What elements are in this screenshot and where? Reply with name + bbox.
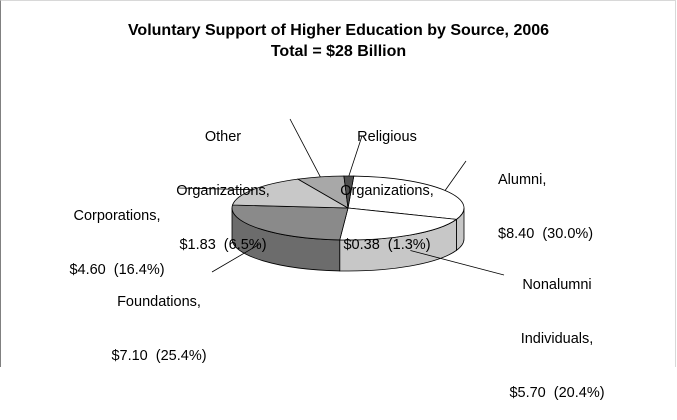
label-corporations: Corporations, $4.60 (16.4%) bbox=[69, 208, 165, 278]
pie-slice-0 bbox=[347, 175, 465, 220]
leader-line-5 bbox=[348, 135, 363, 177]
chart-subtitle: Total = $28 Billion bbox=[270, 43, 407, 60]
leader-line-3 bbox=[177, 187, 253, 191]
leader-line-4 bbox=[289, 118, 321, 178]
label-nonalumni: Nonalumni Individuals, $5.70 (20.4%) bbox=[509, 277, 605, 401]
pie-slice-1 bbox=[339, 207, 458, 241]
label-alumni: Alumni, $8.40 (30.0%) bbox=[498, 172, 594, 242]
leader-line-1 bbox=[410, 250, 505, 276]
pie-chart bbox=[177, 118, 505, 276]
chart-title: Voluntary Support of Higher Education by… bbox=[127, 22, 550, 39]
label-religious-organizations: Religious Organizations, $0.38 (1.3%) bbox=[340, 129, 434, 253]
leader-line-0 bbox=[444, 160, 467, 191]
chart-frame bbox=[0, 0, 676, 367]
pie-slice-2 bbox=[231, 204, 349, 241]
label-other-organizations: Other Organizations, $1.83 (6.5%) bbox=[176, 129, 270, 253]
label-foundations: Foundations, $7.10 (25.4%) bbox=[111, 294, 207, 364]
leader-line-2 bbox=[211, 243, 260, 273]
